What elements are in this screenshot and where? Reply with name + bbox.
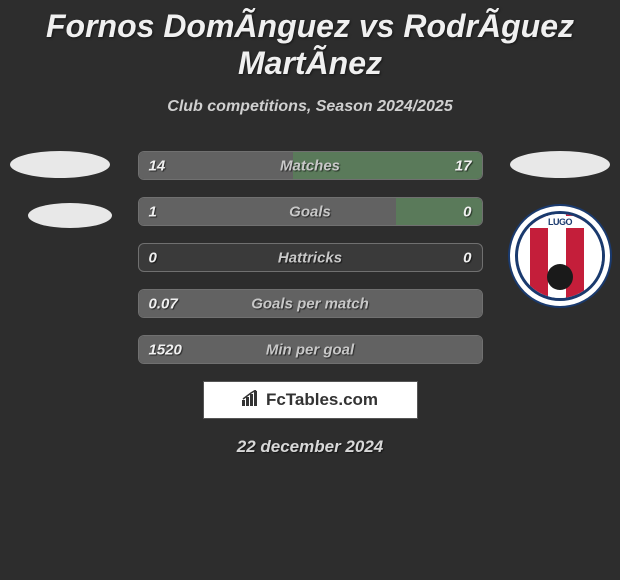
stat-label: Min per goal — [266, 341, 354, 358]
club-badge-right: LUGO — [510, 206, 610, 306]
stat-label: Hattricks — [278, 249, 342, 266]
player-right-placeholder — [510, 151, 610, 178]
stat-label: Goals per match — [251, 295, 369, 312]
stat-value-left: 14 — [149, 157, 166, 174]
logo-label: FcTables.com — [266, 390, 378, 410]
stat-row-hattricks: 0 Hattricks 0 — [138, 243, 483, 272]
chart-icon — [242, 390, 262, 411]
stat-label: Matches — [280, 157, 340, 174]
stat-value-right: 17 — [455, 157, 472, 174]
season-subtitle: Club competitions, Season 2024/2025 — [0, 98, 620, 116]
stat-value-left: 0.07 — [149, 295, 178, 312]
stat-label: Goals — [289, 203, 331, 220]
date-text: 22 december 2024 — [10, 437, 610, 457]
comparison-content: LUGO 14 Matches 17 1 Goals 0 0 Hattricks… — [0, 151, 620, 457]
stat-row-min-per-goal: 1520 Min per goal — [138, 335, 483, 364]
stat-row-goals-per-match: 0.07 Goals per match — [138, 289, 483, 318]
stat-value-left: 1520 — [149, 341, 182, 358]
stat-row-goals: 1 Goals 0 — [138, 197, 483, 226]
stat-value-left: 1 — [149, 203, 157, 220]
badge-ball-icon — [547, 264, 573, 290]
fctables-logo[interactable]: FcTables.com — [203, 381, 418, 419]
stat-value-left: 0 — [149, 249, 157, 266]
badge-text: LUGO — [518, 216, 602, 228]
comparison-title: Fornos DomÃ­nguez vs RodrÃ­guez MartÃ­ne… — [0, 0, 620, 82]
stat-value-right: 0 — [463, 203, 471, 220]
stat-bar-left — [139, 198, 396, 225]
stat-row-matches: 14 Matches 17 — [138, 151, 483, 180]
badge-inner: LUGO — [515, 211, 605, 301]
player-left-placeholder-1 — [10, 151, 110, 178]
stats-column: 14 Matches 17 1 Goals 0 0 Hattricks 0 0.… — [138, 151, 483, 364]
stat-value-right: 0 — [463, 249, 471, 266]
player-left-placeholder-2 — [28, 203, 112, 228]
logo-text: FcTables.com — [242, 390, 378, 411]
